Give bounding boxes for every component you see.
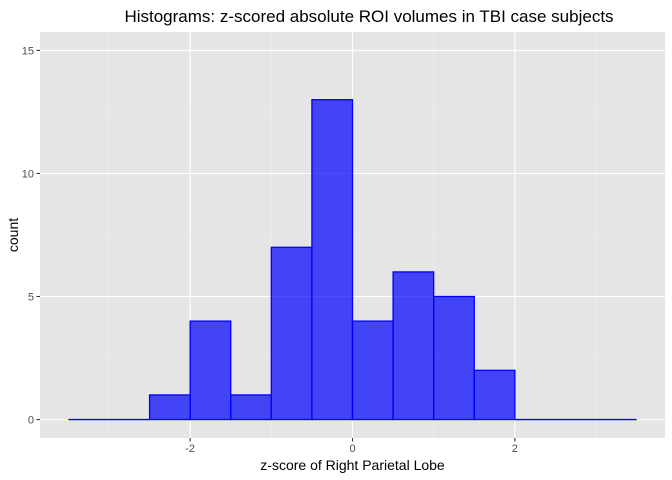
histogram-bar xyxy=(148,394,191,421)
histogram-bars xyxy=(68,99,637,421)
histogram-bar xyxy=(230,394,272,421)
x-tick-label: 2 xyxy=(512,443,518,455)
histogram-bar xyxy=(189,320,232,421)
y-tick-label: 15 xyxy=(22,45,34,57)
chart-title: Histograms: z-scored absolute ROI volume… xyxy=(124,7,613,26)
histogram-bar xyxy=(433,295,475,421)
x-axis-title: z-score of Right Parietal Lobe xyxy=(260,457,445,473)
y-axis-title: count xyxy=(5,218,21,252)
x-tick-label: -2 xyxy=(185,443,195,455)
histogram-bar xyxy=(270,246,313,421)
x-tick-label: 0 xyxy=(349,443,355,455)
histogram-bar xyxy=(351,320,394,421)
y-axis: 0 5 10 15 xyxy=(22,45,40,427)
x-axis: -2 0 2 xyxy=(185,438,518,455)
y-tick-label: 5 xyxy=(28,292,34,304)
y-tick-label: 10 xyxy=(22,168,34,180)
histogram-bar xyxy=(392,271,435,421)
histogram-bar xyxy=(473,369,516,421)
y-tick-label: 0 xyxy=(28,415,34,427)
histogram-bar xyxy=(311,99,354,421)
